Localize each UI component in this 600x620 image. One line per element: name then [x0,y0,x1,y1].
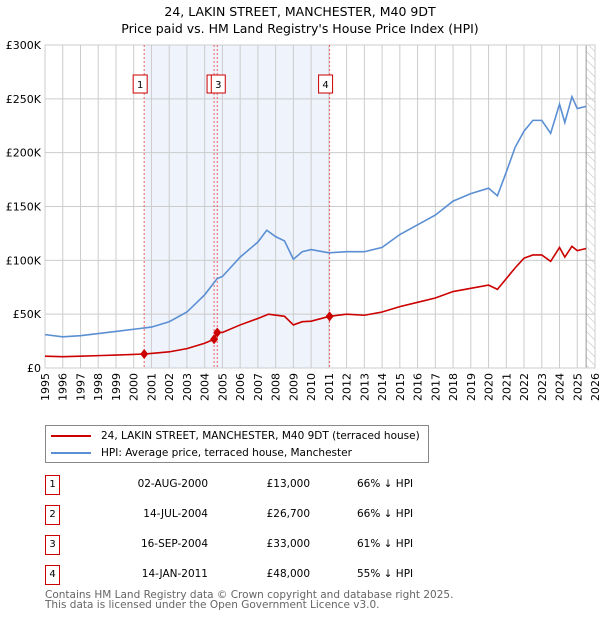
legend-blue-label: HPI: Average price, terraced house, Manc… [101,447,352,459]
x-tick-label: 1998 [92,373,105,401]
y-tick-label: £300K [6,39,42,52]
x-tick-label: 2018 [447,373,460,401]
y-tick-label: £250K [6,93,42,106]
sale-badge: 2 [45,505,60,525]
sale-hpi: 66% ↓ HPI [357,508,414,520]
x-tick-label: 1999 [110,373,123,401]
sale-hpi: 61% ↓ HPI [357,538,414,550]
sale-row: 1 02-AUG-2000 £13,000 66% ↓ HPI [45,475,465,495]
x-tick-label: 2002 [163,373,176,401]
chart-subtitle: Price paid vs. HM Land Registry's House … [121,21,479,36]
x-tick-label: 2006 [234,373,247,401]
sale-hpi: 55% ↓ HPI [357,568,414,580]
y-tick-label: £50K [13,308,42,321]
sale-row: 4 14-JAN-2011 £48,000 55% ↓ HPI [45,565,465,585]
x-tick-label: 2026 [589,373,600,401]
x-tick-label: 2003 [181,373,194,401]
x-tick-label: 2009 [287,373,300,401]
sale-price: £33,000 [266,538,310,550]
x-tick-label: 2016 [412,373,425,401]
x-tick-label: 2020 [483,373,496,401]
x-tick-label: 2022 [518,373,531,401]
sale-flag-box [318,74,334,94]
sale-flag-box [210,74,226,94]
x-tick-label: 1995 [39,373,52,401]
price-chart: 1995 1996 1997 1998 1999 2000 2001 2002 2003 2004… [6,39,600,401]
x-tick-label: 2011 [323,373,336,401]
footer-line2: This data is licensed under the Open Gov… [45,599,380,611]
x-tick-label: 2004 [199,373,212,401]
sale-point [140,349,149,360]
sale-badge: 1 [45,475,60,495]
chart-title: 24, LAKIN STREET, MANCHESTER, M40 9DT [164,4,436,19]
sale-flag-label: 3 [215,80,221,91]
x-tick-label: 2007 [252,373,265,401]
x-tick-label: 2015 [394,373,407,401]
footer: Contains HM Land Registry data © Crown c… [45,589,454,611]
x-tick-label: 2008 [270,373,283,401]
footer-line1: Contains HM Land Registry data © Crown c… [45,589,454,601]
legend-red-label: 24, LAKIN STREET, MANCHESTER, M40 9DT (t… [101,430,420,442]
x-tick-label: 2019 [465,373,478,401]
sale-price: £13,000 [266,478,310,490]
sale-flag-box [132,74,148,94]
series-line [44,94,587,338]
sale-flag-label: 1 [137,80,143,91]
series-line [44,245,587,358]
legend: 24, LAKIN STREET, MANCHESTER, M40 9DT (t… [45,425,429,463]
sale-flag-label: 4 [322,80,328,91]
y-tick-label: £0 [27,362,41,375]
x-tick-label: 2012 [341,373,354,401]
sale-point [213,327,222,338]
sale-row: 2 14-JUL-2004 £26,700 66% ↓ HPI [45,505,465,525]
x-tick-label: 2017 [429,373,442,401]
x-tick-label: 2013 [358,373,371,401]
sale-price: £48,000 [266,568,310,580]
x-tick-label: 2023 [536,373,549,401]
sale-date: 16-SEP-2004 [140,538,208,550]
x-tick-label: 2000 [128,373,141,401]
sale-price: £26,700 [266,508,310,520]
x-tick-label: 2005 [216,373,229,401]
sale-date: 14-JUL-2004 [143,508,208,520]
sale-date: 02-AUG-2000 [137,478,208,490]
sale-badge: 4 [45,565,60,585]
y-tick-label: £150K [6,201,42,214]
sale-badge: 3 [45,535,60,555]
x-tick-label: 2001 [145,373,158,401]
plot-border [44,44,596,369]
legend-blue-line [51,452,91,454]
x-tick-label: 2025 [571,373,584,401]
legend-red-line [51,435,91,437]
y-tick-label: £200K [6,147,42,160]
x-tick-label: 2024 [554,373,567,401]
x-tick-label: 1996 [57,373,70,401]
x-tick-label: 1997 [74,373,87,401]
x-tick-label: 2014 [376,373,389,401]
sale-point [325,311,334,322]
sale-date: 14-JAN-2011 [141,568,208,580]
x-tick-label: 2010 [305,373,318,401]
x-tick-label: 2021 [500,373,513,401]
sale-row: 3 16-SEP-2004 £33,000 61% ↓ HPI [45,535,465,555]
sale-point [210,334,219,345]
sale-hpi: 66% ↓ HPI [357,478,414,490]
y-tick-label: £100K [6,254,42,267]
